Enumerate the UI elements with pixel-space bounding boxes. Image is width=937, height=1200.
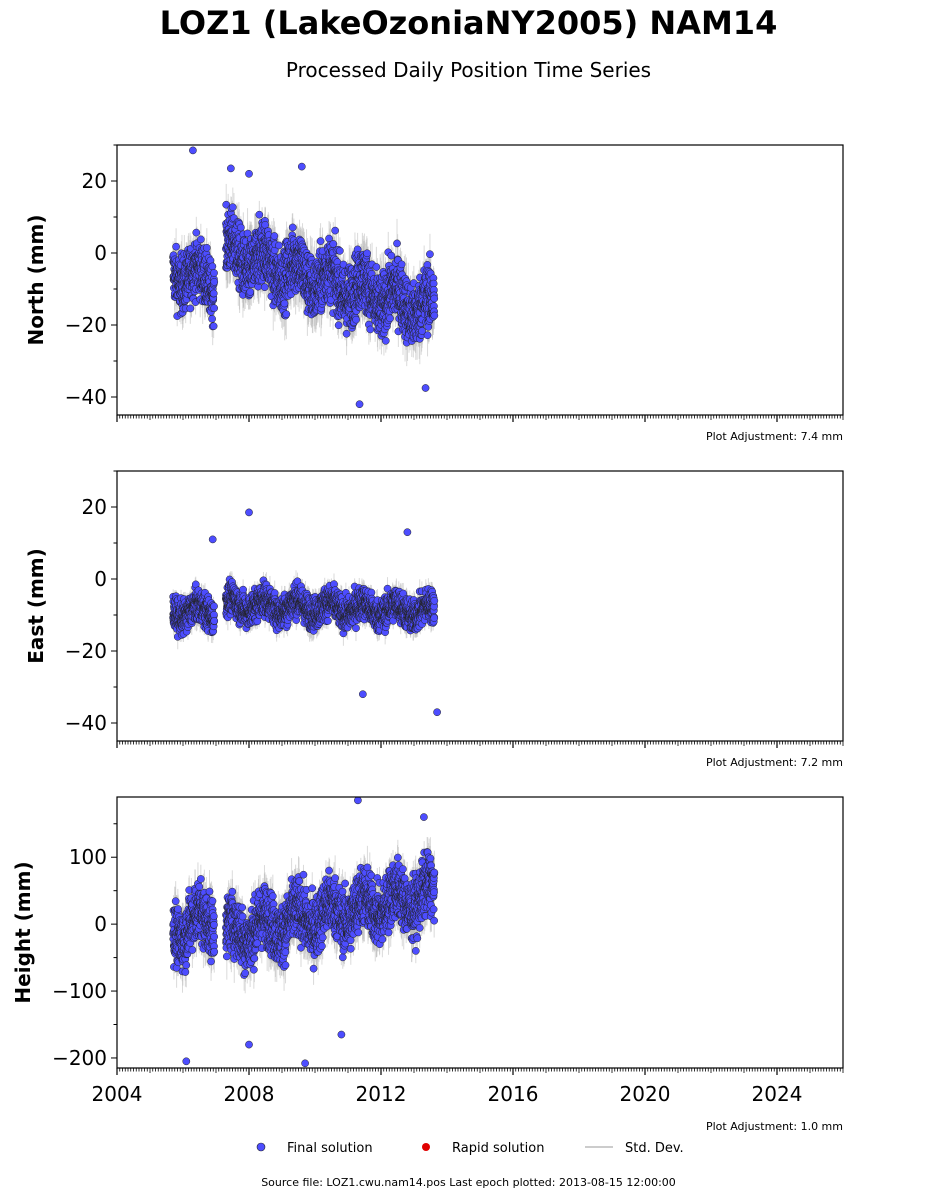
data-point (243, 229, 252, 238)
page-title: LOZ1 (LakeOzoniaNY2005) NAM14 (159, 4, 778, 42)
outlier-point (189, 146, 197, 155)
outlier-point (297, 162, 306, 171)
data-point (255, 210, 264, 219)
data-point (237, 223, 245, 232)
data-point (372, 263, 381, 271)
data-point (336, 247, 344, 255)
data-point (260, 283, 269, 292)
data-point (208, 262, 217, 271)
data-point (228, 203, 237, 212)
data-point (387, 251, 396, 260)
data-point (202, 243, 211, 252)
data-point (430, 311, 439, 320)
data-point (208, 315, 216, 323)
data-point (381, 336, 390, 345)
data-point (329, 240, 338, 248)
data-point (288, 223, 297, 232)
outlier-point (421, 384, 430, 392)
data-point (209, 322, 218, 331)
data-point (210, 269, 218, 277)
outlier-point (245, 169, 253, 178)
data-point (186, 304, 195, 313)
data-point (342, 329, 351, 338)
data-point (280, 299, 289, 308)
data-point (270, 232, 279, 240)
outlier-point (355, 400, 364, 409)
data-point (316, 237, 325, 245)
data-point (282, 310, 291, 319)
data-point (418, 327, 426, 335)
data-point (397, 260, 406, 269)
page-subtitle: Processed Daily Position Time Series (285, 58, 652, 82)
data-point (331, 226, 339, 235)
data-point (352, 315, 360, 324)
data-point (363, 249, 371, 258)
data-point (386, 314, 394, 323)
data-point (366, 325, 375, 334)
data-point (210, 278, 219, 286)
data-point (430, 294, 439, 303)
data-point (426, 250, 434, 259)
data-point (196, 235, 205, 244)
outlier-point (227, 164, 235, 173)
data-point (246, 288, 255, 296)
data-point (334, 321, 343, 330)
data-point (209, 289, 218, 298)
data-point (423, 331, 432, 340)
data-point (210, 304, 218, 312)
data-layer (169, 146, 439, 409)
data-point (172, 242, 180, 251)
data-point (192, 228, 201, 237)
data-point (393, 239, 401, 248)
data-point (275, 241, 283, 250)
